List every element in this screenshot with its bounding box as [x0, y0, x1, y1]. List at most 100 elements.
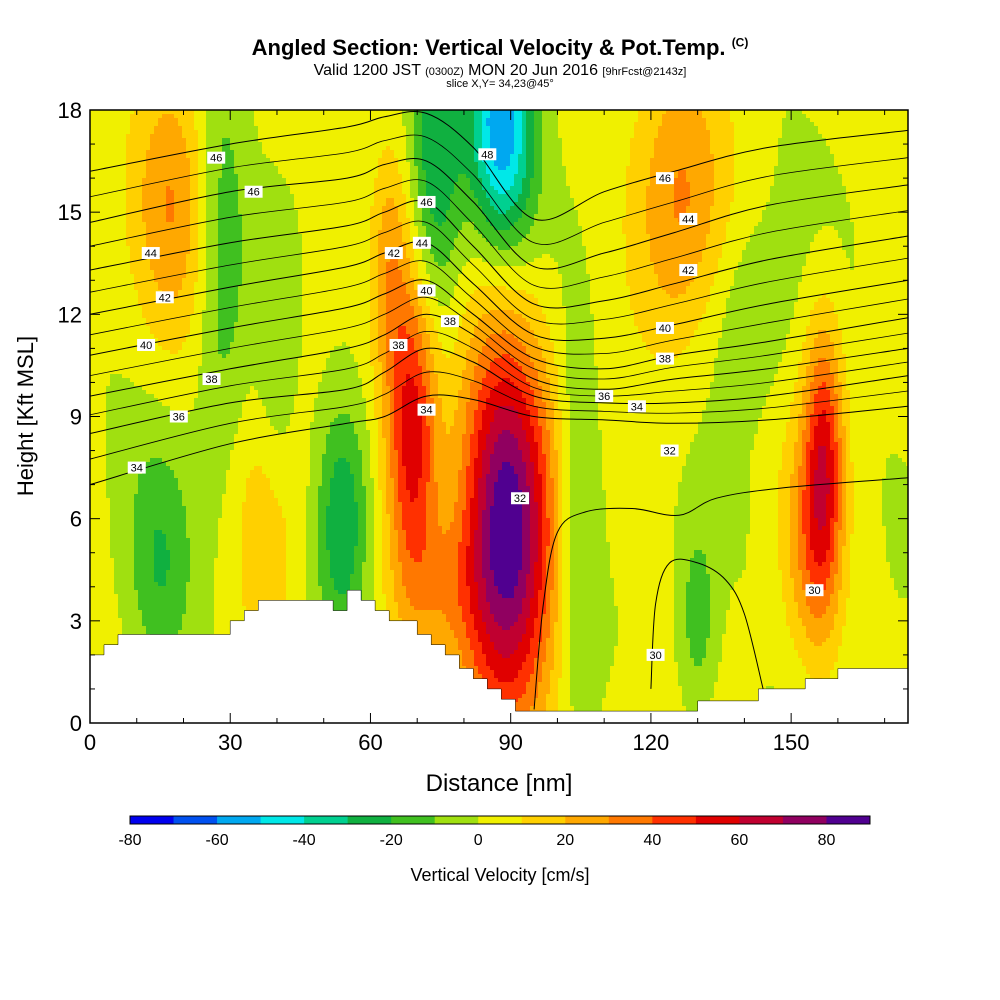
velocity-cell	[902, 130, 907, 135]
velocity-cell	[858, 134, 863, 139]
velocity-cell	[350, 126, 355, 131]
velocity-cell	[642, 158, 647, 163]
velocity-cell	[530, 122, 535, 127]
velocity-cell	[538, 178, 543, 183]
velocity-cell	[758, 162, 763, 167]
velocity-cell	[170, 158, 175, 163]
velocity-cell	[370, 114, 375, 119]
velocity-cell	[610, 150, 615, 155]
velocity-cell	[806, 186, 811, 191]
velocity-cell	[178, 166, 183, 171]
velocity-cell	[110, 150, 115, 155]
velocity-cell	[470, 150, 475, 155]
velocity-cell	[702, 150, 707, 155]
velocity-cell	[182, 114, 187, 119]
velocity-cell	[586, 114, 591, 119]
velocity-cell	[254, 122, 259, 127]
velocity-cell	[334, 138, 339, 143]
velocity-cell	[614, 126, 619, 131]
velocity-cell	[566, 186, 571, 191]
velocity-cell	[630, 202, 635, 207]
velocity-cell	[718, 118, 723, 123]
velocity-cell	[314, 170, 319, 175]
velocity-cell	[602, 142, 607, 147]
velocity-cell	[122, 142, 127, 147]
velocity-cell	[206, 206, 211, 211]
velocity-cell	[226, 158, 231, 163]
velocity-cell	[622, 122, 627, 127]
velocity-cell	[490, 198, 495, 203]
velocity-cell	[830, 178, 835, 183]
velocity-cell	[122, 194, 127, 199]
velocity-cell	[762, 154, 767, 159]
velocity-cell	[582, 110, 587, 115]
velocity-cell	[778, 134, 783, 139]
velocity-cell	[198, 182, 203, 187]
velocity-cell	[546, 182, 551, 187]
velocity-cell	[130, 130, 135, 135]
velocity-cell	[874, 150, 879, 155]
velocity-cell	[238, 134, 243, 139]
velocity-cell	[410, 122, 415, 127]
velocity-cell	[438, 130, 443, 135]
velocity-cell	[110, 166, 115, 171]
velocity-cell	[858, 126, 863, 131]
velocity-cell	[790, 162, 795, 167]
velocity-cell	[390, 146, 395, 151]
velocity-cell	[146, 198, 151, 203]
velocity-cell	[494, 162, 499, 167]
velocity-cell	[194, 198, 199, 203]
velocity-cell	[486, 138, 491, 143]
velocity-cell	[510, 138, 515, 143]
velocity-cell	[194, 142, 199, 147]
velocity-cell	[402, 182, 407, 187]
velocity-cell	[450, 138, 455, 143]
velocity-cell	[514, 146, 519, 151]
velocity-cell	[850, 118, 855, 123]
velocity-cell	[426, 126, 431, 131]
velocity-cell	[602, 170, 607, 175]
velocity-cell	[98, 130, 103, 135]
velocity-cell	[822, 114, 827, 119]
velocity-cell	[442, 126, 447, 131]
velocity-cell	[250, 150, 255, 155]
velocity-cell	[630, 130, 635, 135]
velocity-cell	[734, 146, 739, 151]
velocity-cell	[890, 202, 895, 207]
velocity-cell	[370, 170, 375, 175]
velocity-cell	[606, 158, 611, 163]
velocity-cell	[498, 162, 503, 167]
velocity-cell	[366, 182, 371, 187]
velocity-cell	[322, 182, 327, 187]
velocity-cell	[754, 170, 759, 175]
velocity-cell	[486, 170, 491, 175]
velocity-cell	[794, 150, 799, 155]
velocity-cell	[822, 138, 827, 143]
velocity-cell	[502, 170, 507, 175]
velocity-cell	[874, 134, 879, 139]
velocity-cell	[726, 158, 731, 163]
velocity-cell	[634, 118, 639, 123]
velocity-cell	[186, 118, 191, 123]
velocity-cell	[238, 146, 243, 151]
velocity-cell	[690, 118, 695, 123]
velocity-cell	[802, 142, 807, 147]
velocity-cell	[114, 194, 119, 199]
velocity-cell	[270, 130, 275, 135]
velocity-cell	[830, 114, 835, 119]
velocity-cell	[202, 206, 207, 211]
velocity-cell	[566, 130, 571, 135]
velocity-cell	[310, 150, 315, 155]
velocity-cell	[598, 138, 603, 143]
velocity-cell	[142, 166, 147, 171]
velocity-cell	[166, 138, 171, 143]
velocity-cell	[834, 194, 839, 199]
velocity-cell	[338, 138, 343, 143]
velocity-cell	[94, 110, 99, 115]
velocity-cell	[410, 198, 415, 203]
velocity-cell	[206, 118, 211, 123]
velocity-cell	[302, 154, 307, 159]
velocity-cell	[566, 158, 571, 163]
velocity-cell	[734, 126, 739, 131]
